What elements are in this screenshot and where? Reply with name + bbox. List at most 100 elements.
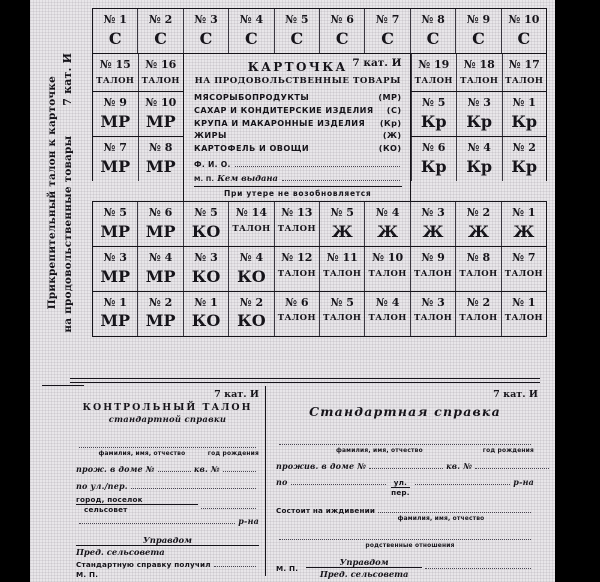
coupon-cell[interactable]: № 4 КО bbox=[228, 246, 273, 291]
cert-address-input-2[interactable] bbox=[414, 477, 511, 485]
coupon-cell[interactable]: № 2 КО bbox=[228, 291, 273, 336]
coupon-cell[interactable]: № 2 ТАЛОН bbox=[455, 291, 500, 336]
coupon-cell[interactable]: № 2 С bbox=[137, 9, 182, 53]
coupon-cell[interactable]: № 6 С bbox=[319, 9, 364, 53]
coupon-cell[interactable]: № 13 ТАЛОН bbox=[273, 201, 319, 246]
cert-address-input-1[interactable] bbox=[290, 477, 387, 485]
coupon-cell[interactable]: № 8 С bbox=[409, 9, 455, 53]
stub-sign-rule bbox=[76, 545, 259, 546]
coupon-cell[interactable]: № 1 ТАЛОН bbox=[500, 291, 548, 336]
card-warning: При утере не возобновляется bbox=[224, 188, 372, 198]
stub-house-input[interactable] bbox=[157, 464, 191, 472]
coupon-cell[interactable]: № 5 ТАЛОН bbox=[319, 291, 364, 336]
coupon-cell[interactable]: № 2 МР bbox=[137, 291, 182, 336]
coupon-cell[interactable]: № 7 С bbox=[364, 9, 409, 53]
coupon-code: КО bbox=[191, 266, 221, 286]
coupon-cell[interactable]: № 5 С bbox=[273, 9, 319, 53]
coupon-cell[interactable]: № 1 Ж bbox=[500, 201, 548, 246]
coupon-number: № 7 bbox=[512, 250, 536, 264]
coupon-cell[interactable]: № 3 С bbox=[182, 9, 228, 53]
coupon-cell[interactable]: № 9 ТАЛОН bbox=[409, 246, 455, 291]
coupon-cell[interactable]: № 3 Ж bbox=[409, 201, 455, 246]
coupon-cell[interactable]: № 1 Кр bbox=[501, 91, 547, 136]
coupon-row-4: № 5 МР № 6 МР № 5 КО № 14 ТАЛОН № 13 ТАЛОН № 5 Ж № 4… bbox=[92, 201, 548, 246]
stub-received-input[interactable] bbox=[213, 559, 256, 567]
coupon-code: С bbox=[245, 28, 258, 48]
side-label-line1: Прикрепительный талон к карточке bbox=[46, 76, 59, 310]
field-fio-input[interactable] bbox=[234, 158, 400, 167]
band-right-row: № 19 ТАЛОН № 18 ТАЛОН № 17 ТАЛОН bbox=[410, 53, 547, 91]
coupon-cell[interactable]: № 17 ТАЛОН bbox=[501, 53, 547, 91]
coupon-cell[interactable]: № 4 С bbox=[228, 9, 273, 53]
coupon-code: МР bbox=[145, 266, 176, 286]
stub-city-input[interactable] bbox=[200, 501, 257, 509]
coupon-code: ТАЛОН bbox=[368, 313, 407, 324]
coupon-cell[interactable]: № 6 ТАЛОН bbox=[273, 291, 319, 336]
stub-name-input[interactable] bbox=[79, 440, 256, 448]
coupon-number: № 15 bbox=[99, 57, 131, 71]
coupon-number: № 1 bbox=[194, 295, 218, 309]
coupon-code: ТАЛОН bbox=[504, 313, 543, 324]
cert-dependent-input[interactable] bbox=[378, 505, 531, 513]
coupon-cell[interactable]: № 5 КО bbox=[182, 201, 228, 246]
coupon-cell[interactable]: № 10 МР bbox=[137, 91, 184, 136]
field-issued-by-input[interactable] bbox=[281, 172, 400, 181]
cert-address-row: по ул. пер. р-на bbox=[276, 477, 534, 497]
coupon-cell[interactable]: № 3 КО bbox=[182, 246, 228, 291]
cert-house-input[interactable] bbox=[369, 461, 444, 469]
coupon-cell[interactable]: № 5 МР bbox=[92, 201, 137, 246]
coupon-cell[interactable]: № 1 КО bbox=[182, 291, 228, 336]
coupon-cell[interactable]: № 9 МР bbox=[92, 91, 138, 136]
cert-name-input[interactable] bbox=[279, 437, 531, 445]
cert-apt-input[interactable] bbox=[475, 461, 550, 469]
coupon-code: МР bbox=[100, 111, 131, 131]
coupon-cell[interactable]: № 4 Кр bbox=[456, 136, 502, 181]
standard-certificate-panel: 7 кат. И Стандартная справка фамилия, им… bbox=[266, 386, 550, 579]
coupon-cell[interactable]: № 14 ТАЛОН bbox=[228, 201, 273, 246]
coupon-cell[interactable]: № 1 МР bbox=[92, 291, 137, 336]
stub-apt-input[interactable] bbox=[222, 464, 256, 472]
coupon-cell[interactable]: № 7 МР bbox=[92, 136, 138, 181]
coupon-cell[interactable]: № 4 ТАЛОН bbox=[364, 291, 409, 336]
coupon-number: № 9 bbox=[421, 250, 445, 264]
cert-relation-input[interactable] bbox=[279, 532, 531, 540]
stub-district-input[interactable] bbox=[79, 516, 236, 524]
coupon-cell[interactable]: № 10 ТАЛОН bbox=[364, 246, 409, 291]
stub-street-input[interactable] bbox=[130, 481, 256, 489]
coupon-cell[interactable]: № 3 ТАЛОН bbox=[409, 291, 455, 336]
coupon-cell[interactable]: № 5 Кр bbox=[410, 91, 457, 136]
coupon-cell[interactable]: № 5 Ж bbox=[319, 201, 364, 246]
coupon-cell[interactable]: № 10 С bbox=[500, 9, 548, 53]
coupon-cell[interactable]: № 8 ТАЛОН bbox=[455, 246, 500, 291]
coupon-cell[interactable]: № 2 Кр bbox=[501, 136, 547, 181]
coupon-cell[interactable]: № 18 ТАЛОН bbox=[456, 53, 502, 91]
coupon-cell[interactable]: № 7 ТАЛОН bbox=[500, 246, 548, 291]
cert-signature-input[interactable] bbox=[425, 561, 531, 569]
coupon-cell[interactable]: № 19 ТАЛОН bbox=[410, 53, 457, 91]
coupon-cell[interactable]: № 9 С bbox=[455, 9, 500, 53]
coupon-cell[interactable]: № 6 МР bbox=[137, 201, 182, 246]
coupon-cell[interactable]: № 11 ТАЛОН bbox=[319, 246, 364, 291]
stub-caption-birth: год рождения bbox=[207, 451, 259, 457]
coupon-number: № 13 bbox=[281, 205, 313, 219]
coupon-cell[interactable]: № 15 ТАЛОН bbox=[92, 53, 138, 91]
coupon-cell[interactable]: № 4 Ж bbox=[364, 201, 409, 246]
coupon-cell[interactable]: № 6 Кр bbox=[410, 136, 457, 181]
coupon-cell[interactable]: № 1 С bbox=[92, 9, 137, 53]
coupon-cell[interactable]: № 3 МР bbox=[92, 246, 137, 291]
coupon-row-6: № 1 МР № 2 МР № 1 КО № 2 КО № 6 ТАЛОН № 5 ТАЛОН № 4 Т… bbox=[92, 291, 548, 336]
coupon-number: № 2 bbox=[148, 295, 173, 309]
coupon-cell[interactable]: № 4 МР bbox=[137, 246, 182, 291]
coupon-number: № 4 bbox=[467, 140, 491, 154]
coupon-cell[interactable]: № 16 ТАЛОН bbox=[137, 53, 184, 91]
certificate-title: Стандартная справка bbox=[309, 404, 501, 419]
cert-street-label: ул. bbox=[393, 478, 408, 487]
coupon-cell[interactable]: № 12 ТАЛОН bbox=[273, 246, 319, 291]
coupon-code: Ж bbox=[467, 221, 489, 241]
stub-city-label: город, поселок bbox=[76, 495, 143, 504]
coupon-number: № 9 bbox=[103, 95, 127, 109]
coupon-cell[interactable]: № 3 Кр bbox=[456, 91, 502, 136]
coupon-cell[interactable]: № 2 Ж bbox=[455, 201, 500, 246]
field-issued-by-label: Кем выдана bbox=[217, 172, 278, 183]
coupon-cell[interactable]: № 8 МР bbox=[137, 136, 184, 181]
